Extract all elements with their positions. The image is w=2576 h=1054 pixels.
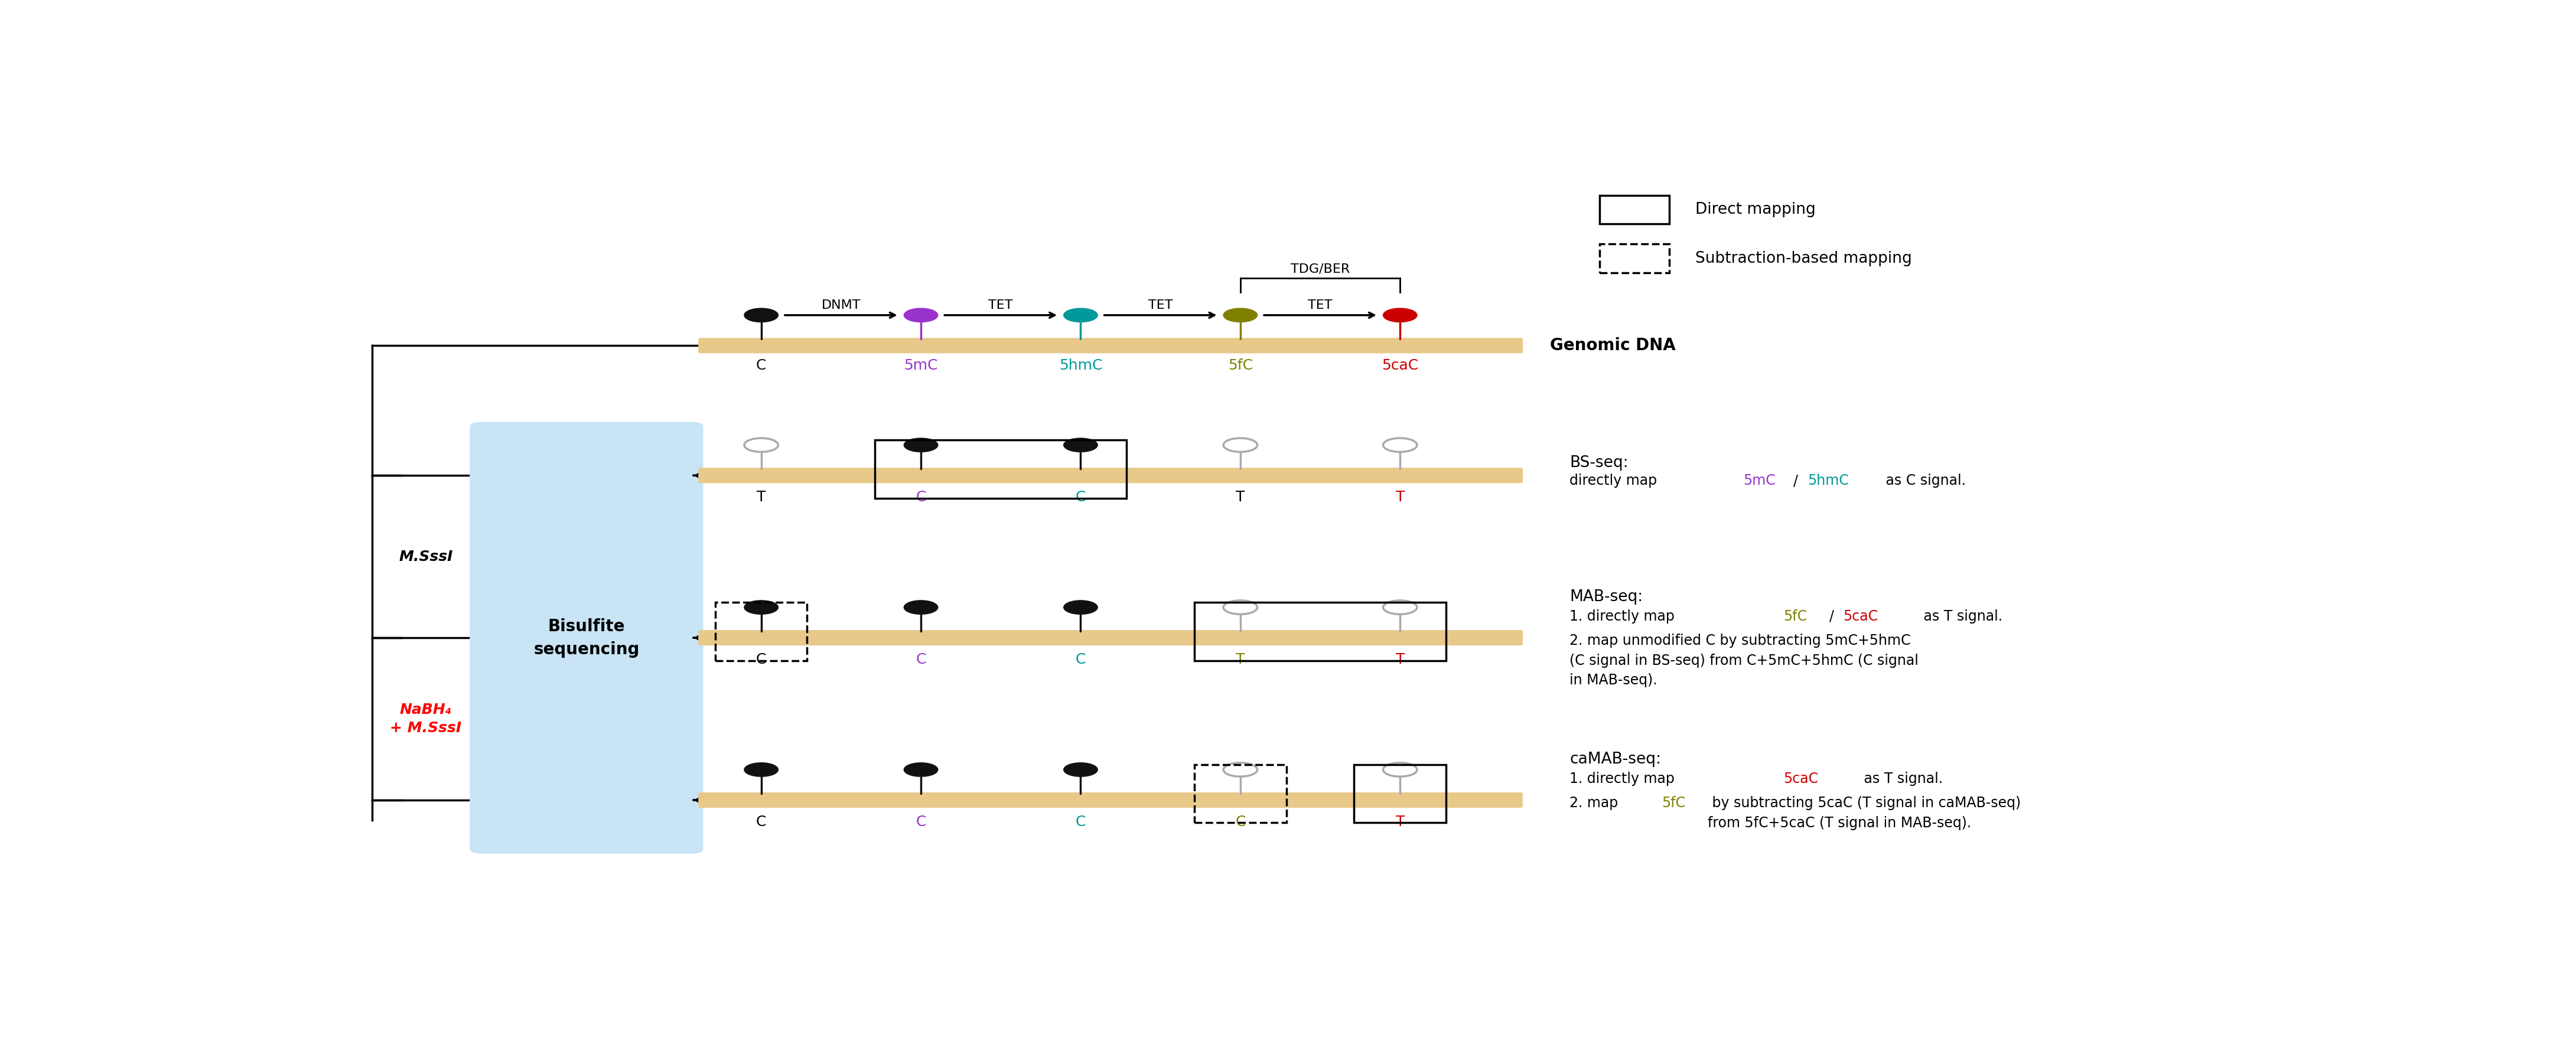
Text: as T signal.: as T signal. xyxy=(1860,772,1942,786)
Circle shape xyxy=(1383,438,1417,452)
Text: Bisulfite
sequencing: Bisulfite sequencing xyxy=(533,618,639,658)
Text: 1. directly map: 1. directly map xyxy=(1569,772,1680,786)
Text: TET: TET xyxy=(1149,299,1172,311)
Text: MAB-seq:: MAB-seq: xyxy=(1569,589,1643,604)
Text: C: C xyxy=(757,815,765,828)
Text: directly map: directly map xyxy=(1569,474,1662,488)
Text: C: C xyxy=(917,490,925,504)
Text: C: C xyxy=(757,358,765,373)
Text: 5mC: 5mC xyxy=(904,358,938,373)
Text: as C signal.: as C signal. xyxy=(1880,474,1965,488)
Text: T: T xyxy=(1236,652,1244,666)
Circle shape xyxy=(1064,763,1097,777)
Circle shape xyxy=(1383,308,1417,323)
Text: 2. map: 2. map xyxy=(1569,796,1623,811)
Text: C: C xyxy=(1077,652,1084,666)
Circle shape xyxy=(1383,763,1417,777)
Circle shape xyxy=(1064,601,1097,614)
Text: by subtracting 5caC (T signal in caMAB-seq)
from 5fC+5caC (T signal in MAB-seq).: by subtracting 5caC (T signal in caMAB-s… xyxy=(1708,796,2020,829)
Text: /: / xyxy=(1829,609,1834,624)
FancyBboxPatch shape xyxy=(698,793,1522,807)
Text: as T signal.: as T signal. xyxy=(1919,609,2002,624)
Text: Direct mapping: Direct mapping xyxy=(1695,202,1816,217)
Text: T: T xyxy=(757,490,765,504)
Text: C: C xyxy=(917,815,925,828)
Bar xyxy=(716,602,806,661)
Text: 5caC: 5caC xyxy=(1844,609,1878,624)
Circle shape xyxy=(744,308,778,323)
FancyBboxPatch shape xyxy=(698,338,1522,353)
Text: 5fC: 5fC xyxy=(1229,358,1252,373)
Bar xyxy=(1195,764,1285,823)
Text: Subtraction-based mapping: Subtraction-based mapping xyxy=(1695,251,1911,266)
Circle shape xyxy=(1224,601,1257,614)
Text: TDG/BER: TDG/BER xyxy=(1291,262,1350,275)
Text: T: T xyxy=(1396,815,1404,828)
Text: T: T xyxy=(1396,490,1404,504)
Text: 5hmC: 5hmC xyxy=(1059,358,1103,373)
Circle shape xyxy=(904,308,938,323)
Bar xyxy=(1600,245,1669,273)
Text: BS-seq:: BS-seq: xyxy=(1569,455,1628,470)
Text: 5mC: 5mC xyxy=(1744,474,1775,488)
Text: 5fC: 5fC xyxy=(1783,609,1808,624)
Text: DNMT: DNMT xyxy=(822,299,860,311)
Text: 2. map unmodified C by subtracting 5mC+5hmC
(C signal in BS-seq) from C+5mC+5hmC: 2. map unmodified C by subtracting 5mC+5… xyxy=(1569,633,1919,687)
Circle shape xyxy=(1064,308,1097,323)
FancyBboxPatch shape xyxy=(698,630,1522,645)
Text: C: C xyxy=(1077,815,1084,828)
Text: caMAB-seq:: caMAB-seq: xyxy=(1569,752,1662,766)
Text: /: / xyxy=(1793,474,1798,488)
Text: 5hmC: 5hmC xyxy=(1808,474,1850,488)
Circle shape xyxy=(744,601,778,614)
Text: C: C xyxy=(1236,815,1244,828)
Circle shape xyxy=(904,601,938,614)
Bar xyxy=(1195,602,1445,661)
Text: NaBH₄
+ M.SssI: NaBH₄ + M.SssI xyxy=(389,703,461,736)
Text: C: C xyxy=(757,652,765,666)
Circle shape xyxy=(904,438,938,452)
Circle shape xyxy=(1224,308,1257,323)
Text: 5caC: 5caC xyxy=(1381,358,1419,373)
Text: C: C xyxy=(1077,490,1084,504)
Text: TET: TET xyxy=(989,299,1012,311)
Text: 5fC: 5fC xyxy=(1662,796,1685,811)
Text: C: C xyxy=(917,652,925,666)
Text: 5caC: 5caC xyxy=(1783,772,1819,786)
Text: 1. directly map: 1. directly map xyxy=(1569,609,1680,624)
Bar xyxy=(1355,764,1445,823)
FancyBboxPatch shape xyxy=(469,422,703,854)
Circle shape xyxy=(1064,438,1097,452)
Bar xyxy=(876,440,1126,499)
Text: M.SssI: M.SssI xyxy=(399,549,453,564)
Circle shape xyxy=(1224,763,1257,777)
Circle shape xyxy=(1224,438,1257,452)
FancyBboxPatch shape xyxy=(698,468,1522,483)
Text: T: T xyxy=(1396,652,1404,666)
Bar xyxy=(1600,195,1669,223)
Text: TET: TET xyxy=(1309,299,1332,311)
Text: Genomic DNA: Genomic DNA xyxy=(1551,337,1674,354)
Circle shape xyxy=(1383,601,1417,614)
Circle shape xyxy=(904,763,938,777)
Circle shape xyxy=(744,763,778,777)
Text: T: T xyxy=(1236,490,1244,504)
Circle shape xyxy=(744,438,778,452)
